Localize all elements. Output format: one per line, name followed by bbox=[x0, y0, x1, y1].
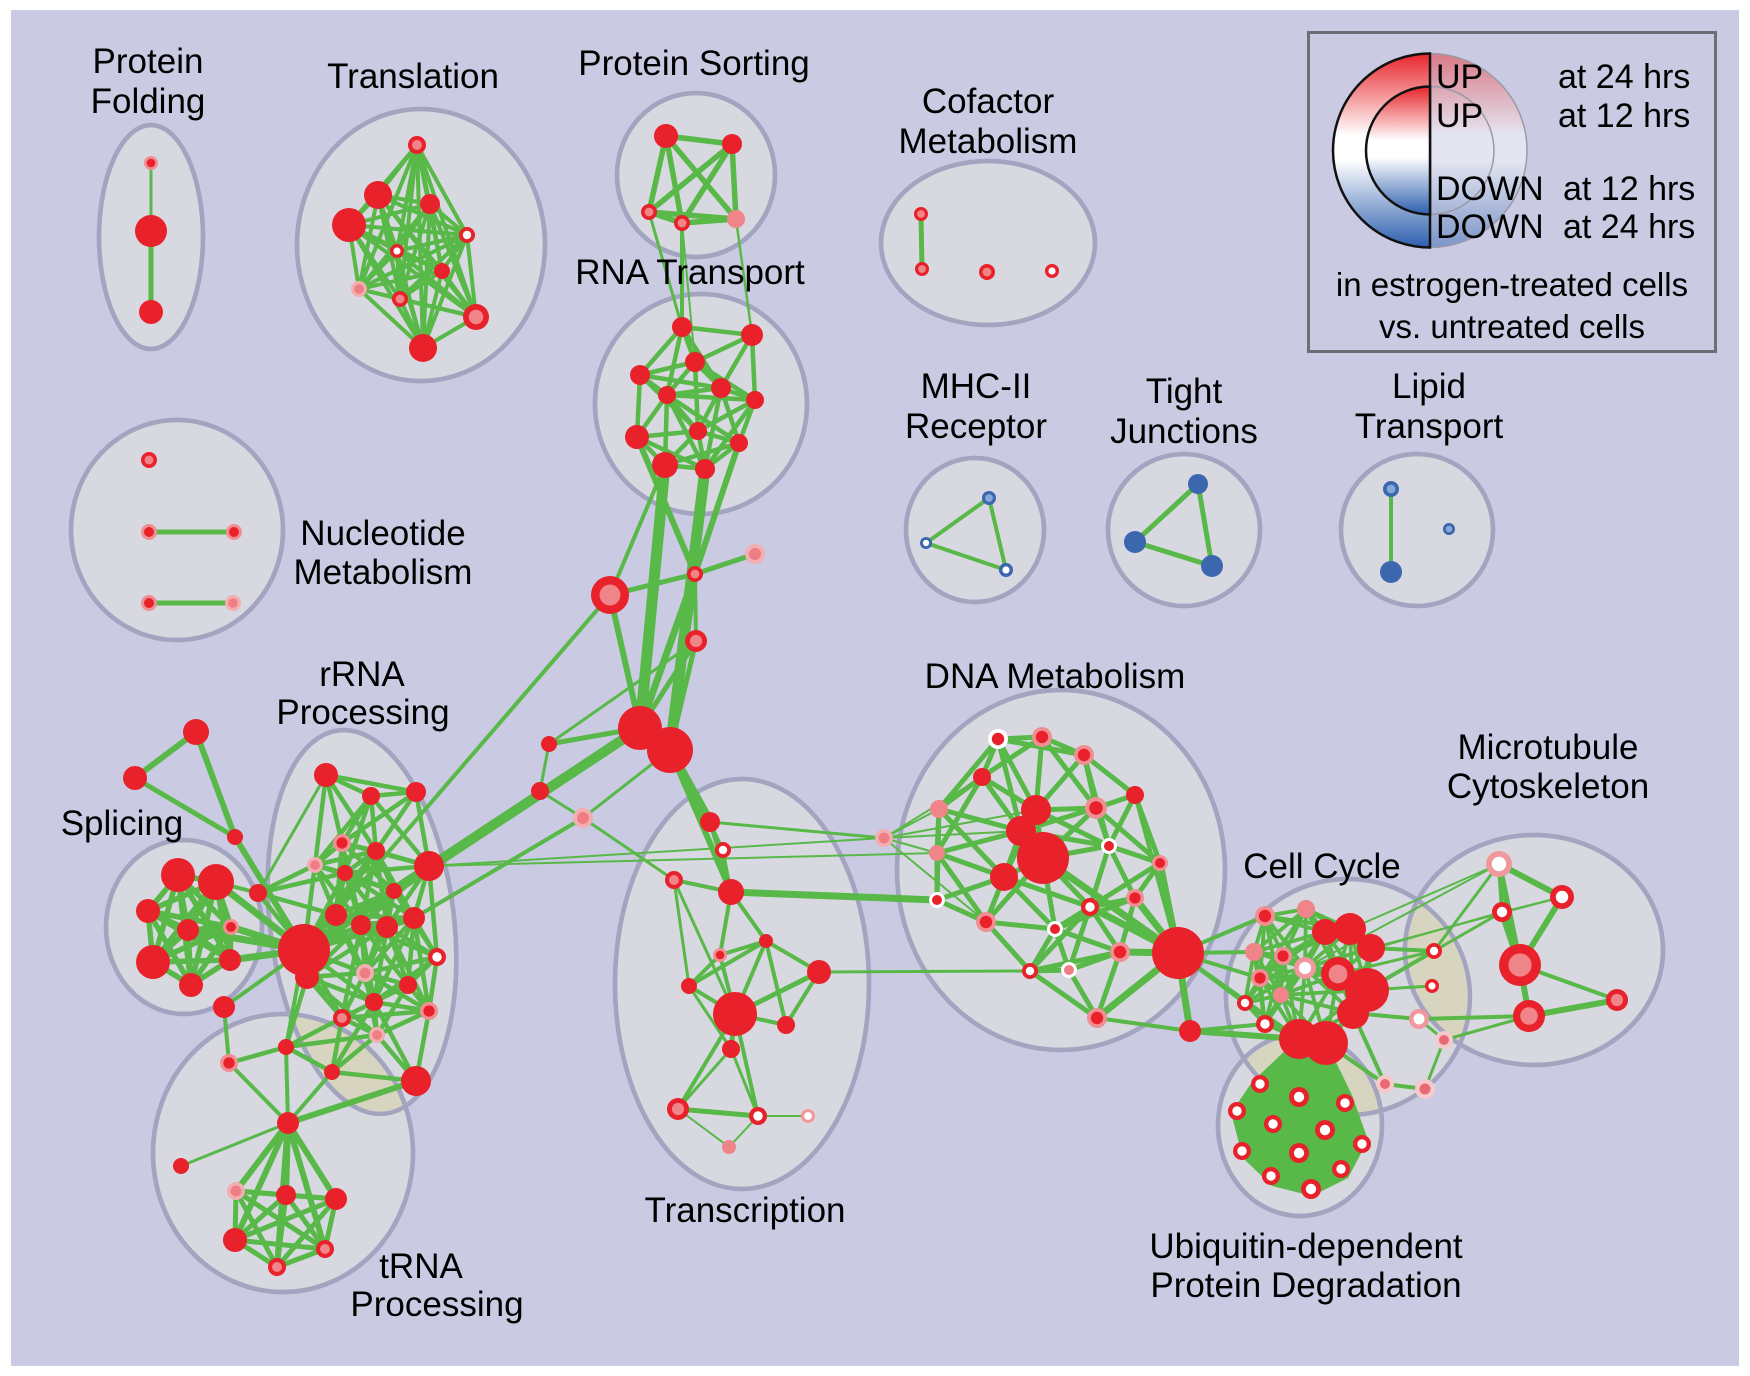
svg-text:Transport: Transport bbox=[1355, 407, 1504, 446]
svg-text:Ubiquitin-dependent: Ubiquitin-dependent bbox=[1149, 1227, 1463, 1266]
svg-text:Cofactor: Cofactor bbox=[922, 82, 1055, 121]
svg-text:Processing: Processing bbox=[276, 693, 449, 732]
svg-text:at 12 hrs: at 12 hrs bbox=[1558, 97, 1690, 135]
svg-text:Tight: Tight bbox=[1146, 372, 1223, 411]
svg-text:Receptor: Receptor bbox=[905, 407, 1047, 446]
svg-text:MHC-II: MHC-II bbox=[921, 367, 1032, 406]
svg-text:Microtubule: Microtubule bbox=[1458, 728, 1639, 767]
svg-text:DOWN: DOWN bbox=[1436, 170, 1544, 208]
svg-text:at 12 hrs: at 12 hrs bbox=[1563, 170, 1695, 208]
svg-text:rRNA: rRNA bbox=[319, 655, 405, 694]
svg-text:Processing: Processing bbox=[350, 1285, 523, 1324]
svg-text:Folding: Folding bbox=[91, 82, 206, 121]
svg-text:DOWN: DOWN bbox=[1436, 208, 1544, 246]
svg-text:RNA Transport: RNA Transport bbox=[575, 253, 805, 292]
svg-text:vs. untreated cells: vs. untreated cells bbox=[1379, 308, 1645, 345]
svg-text:at 24 hrs: at 24 hrs bbox=[1558, 58, 1690, 96]
svg-text:UP: UP bbox=[1436, 58, 1483, 96]
svg-text:Junctions: Junctions bbox=[1110, 412, 1258, 451]
svg-text:Metabolism: Metabolism bbox=[294, 553, 473, 592]
svg-text:DNA Metabolism: DNA Metabolism bbox=[925, 657, 1186, 696]
svg-text:Protein Sorting: Protein Sorting bbox=[578, 44, 810, 83]
svg-text:at 24 hrs: at 24 hrs bbox=[1563, 208, 1695, 246]
svg-text:Protein Degradation: Protein Degradation bbox=[1150, 1266, 1461, 1305]
svg-text:tRNA: tRNA bbox=[379, 1247, 463, 1286]
svg-text:Cell Cycle: Cell Cycle bbox=[1243, 847, 1401, 886]
svg-text:Protein: Protein bbox=[93, 42, 204, 81]
svg-text:Cytoskeleton: Cytoskeleton bbox=[1447, 767, 1649, 806]
svg-text:Transcription: Transcription bbox=[645, 1191, 846, 1230]
svg-text:Nucleotide: Nucleotide bbox=[300, 514, 465, 553]
svg-text:Lipid: Lipid bbox=[1392, 367, 1466, 406]
svg-text:Splicing: Splicing bbox=[61, 804, 184, 843]
svg-text:Translation: Translation bbox=[327, 57, 499, 96]
svg-text:UP: UP bbox=[1436, 97, 1483, 135]
svg-text:in estrogen-treated cells: in estrogen-treated cells bbox=[1336, 266, 1688, 303]
svg-text:Metabolism: Metabolism bbox=[899, 122, 1078, 161]
